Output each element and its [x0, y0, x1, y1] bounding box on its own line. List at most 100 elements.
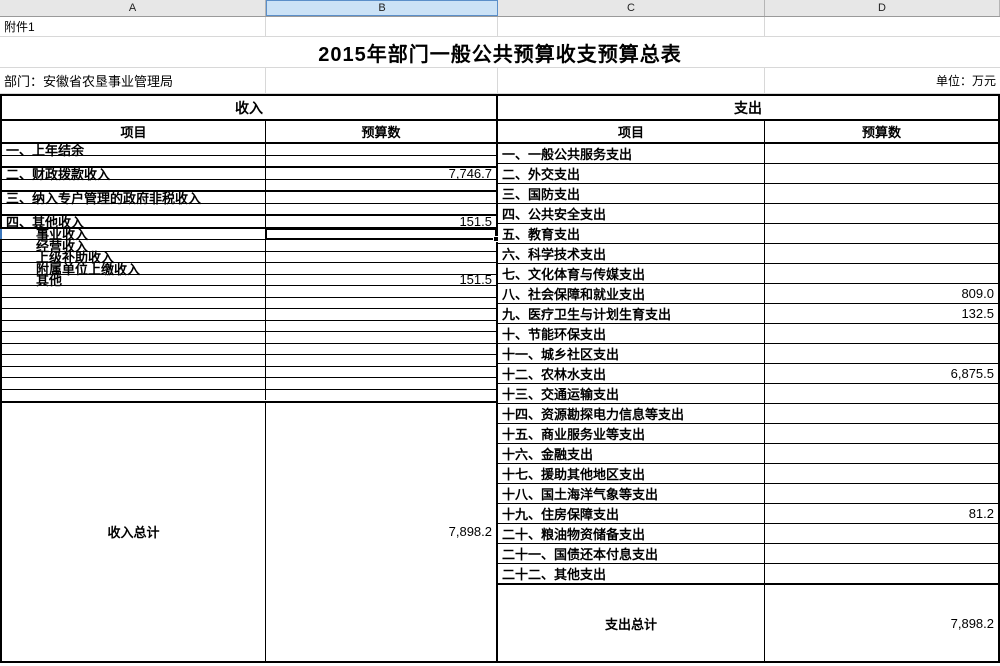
- fill-handle[interactable]: [493, 236, 499, 243]
- income-item-cell[interactable]: 四、其他收入: [2, 215, 266, 230]
- expenditure-value-cell[interactable]: [765, 184, 998, 203]
- income-item-cell[interactable]: 附属单位上缴收入: [2, 262, 266, 277]
- expenditure-item-cell[interactable]: 十六、金融支出: [498, 444, 765, 463]
- expenditure-item-cell[interactable]: 十一、城乡社区支出: [498, 344, 765, 363]
- expenditure-value-cell[interactable]: 6,875.5: [950, 366, 994, 381]
- income-item-cell[interactable]: [2, 389, 266, 401]
- income-value-cell[interactable]: [266, 355, 496, 366]
- income-value-cell[interactable]: [266, 298, 496, 309]
- expenditure-value-cell[interactable]: [765, 524, 998, 543]
- income-value-cell[interactable]: [266, 321, 496, 332]
- expenditure-total-label[interactable]: 支出总计: [498, 585, 765, 661]
- income-value-cell[interactable]: [266, 390, 496, 401]
- income-item-cell[interactable]: [2, 320, 266, 332]
- income-value-cell[interactable]: [266, 286, 496, 297]
- income-item-cell[interactable]: [2, 297, 266, 309]
- expenditure-value-cell[interactable]: [765, 324, 998, 343]
- expenditure-item-cell[interactable]: 九、医疗卫生与计划生育支出: [498, 304, 765, 323]
- expenditure-item-cell[interactable]: 十八、国土海洋气象等支出: [498, 484, 765, 503]
- expenditure-item-cell[interactable]: 十、节能环保支出: [498, 324, 765, 343]
- column-header-b[interactable]: B: [266, 0, 498, 16]
- expenditure-value-cell[interactable]: [765, 464, 998, 483]
- income-item-cell[interactable]: [2, 355, 266, 366]
- income-total-value[interactable]: 7,898.2: [448, 524, 492, 540]
- income-item-cell[interactable]: 二、财政拨款收入: [2, 167, 266, 182]
- expenditure-item-cell[interactable]: 五、教育支出: [498, 224, 765, 243]
- income-item-cell[interactable]: [2, 332, 266, 343]
- empty-cell[interactable]: [498, 17, 765, 36]
- income-item-cell[interactable]: 上级补助收入: [2, 250, 266, 265]
- income-value-cell[interactable]: [266, 144, 496, 155]
- income-value-cell[interactable]: [266, 344, 496, 355]
- expenditure-item-cell[interactable]: 四、公共安全支出: [498, 204, 765, 223]
- income-item-cell[interactable]: [2, 343, 266, 355]
- expenditure-value-cell[interactable]: [765, 424, 998, 443]
- income-value-cell[interactable]: [266, 204, 496, 215]
- expenditure-item-cell[interactable]: 七、文化体育与传媒支出: [498, 264, 765, 283]
- empty-cell[interactable]: [266, 68, 498, 93]
- expenditure-item-cell[interactable]: 十七、援助其他地区支出: [498, 464, 765, 483]
- expenditure-value-cell[interactable]: [765, 164, 998, 183]
- column-header-c[interactable]: C: [498, 0, 765, 16]
- expenditure-item-cell[interactable]: 六、科学技术支出: [498, 244, 765, 263]
- expenditure-total-value[interactable]: 7,898.2: [950, 615, 994, 631]
- expenditure-value-cell[interactable]: [765, 384, 998, 403]
- income-item-cell[interactable]: [2, 179, 266, 191]
- expenditure-item-column-header[interactable]: 项目: [498, 121, 765, 142]
- expenditure-value-cell[interactable]: 809.0: [961, 286, 994, 301]
- income-value-cell[interactable]: [266, 156, 496, 167]
- expenditure-value-cell[interactable]: [765, 404, 998, 423]
- expenditure-item-cell[interactable]: 十二、农林水支出: [498, 364, 765, 383]
- empty-cell[interactable]: [266, 17, 498, 36]
- expenditure-value-cell[interactable]: [765, 564, 998, 583]
- expenditure-item-cell[interactable]: 二、外交支出: [498, 164, 765, 183]
- income-item-cell[interactable]: [2, 366, 266, 378]
- expenditure-value-cell[interactable]: [765, 224, 998, 243]
- expenditure-item-cell[interactable]: 十三、交通运输支出: [498, 384, 765, 403]
- income-value-cell[interactable]: [266, 180, 496, 191]
- expenditure-item-cell[interactable]: 十五、商业服务业等支出: [498, 424, 765, 443]
- income-value-cell[interactable]: [266, 332, 496, 343]
- expenditure-item-cell[interactable]: 二十、粮油物资储备支出: [498, 524, 765, 543]
- income-budget-column-header[interactable]: 预算数: [361, 125, 401, 140]
- column-header-d[interactable]: D: [765, 0, 1000, 16]
- income-value-cell[interactable]: [266, 309, 496, 320]
- expenditure-value-cell[interactable]: [765, 484, 998, 503]
- expenditure-value-cell[interactable]: [765, 544, 998, 563]
- income-item-column-header[interactable]: 项目: [2, 121, 266, 142]
- income-item-cell[interactable]: [2, 309, 266, 320]
- page-title[interactable]: 2015年部门一般公共预算收支预算总表: [318, 43, 682, 66]
- expenditure-value-cell[interactable]: [765, 264, 998, 283]
- income-value-cell[interactable]: 151.5: [459, 272, 492, 288]
- income-value-cell[interactable]: [266, 252, 496, 263]
- expenditure-value-cell[interactable]: [765, 204, 998, 223]
- income-value-cell[interactable]: [266, 192, 496, 203]
- expenditure-item-cell[interactable]: 十九、住房保障支出: [498, 504, 765, 523]
- expenditure-item-cell[interactable]: 二十二、其他支出: [498, 564, 765, 583]
- selected-cell[interactable]: [265, 227, 499, 243]
- empty-cell[interactable]: [765, 17, 1000, 36]
- income-section-header[interactable]: 收入: [235, 99, 263, 116]
- income-item-cell[interactable]: 三、纳入专户管理的政府非税收入: [2, 191, 266, 206]
- income-item-cell[interactable]: [2, 155, 266, 167]
- income-total-label[interactable]: 收入总计: [2, 402, 266, 661]
- expenditure-value-cell[interactable]: [765, 444, 998, 463]
- empty-cell[interactable]: [498, 68, 765, 93]
- expenditure-value-cell[interactable]: 132.5: [961, 306, 994, 321]
- income-value-cell[interactable]: 151.5: [459, 213, 492, 229]
- expenditure-item-cell[interactable]: 三、国防支出: [498, 184, 765, 203]
- income-item-cell[interactable]: [2, 378, 266, 389]
- expenditure-item-cell[interactable]: 一、一般公共服务支出: [498, 144, 765, 163]
- expenditure-value-cell[interactable]: [765, 144, 998, 163]
- expenditure-item-cell[interactable]: 八、社会保障和就业支出: [498, 284, 765, 303]
- cell-attachment-note[interactable]: 附件1: [0, 17, 266, 36]
- cell-department[interactable]: 部门：安徽省农垦事业管理局: [0, 68, 266, 93]
- income-item-cell[interactable]: 事业收入: [0, 227, 266, 242]
- income-value-cell[interactable]: [266, 240, 496, 251]
- income-item-cell[interactable]: [2, 286, 266, 297]
- income-item-cell[interactable]: 一、上年结余: [2, 143, 266, 158]
- income-value-cell[interactable]: 7,746.7: [448, 165, 492, 181]
- income-item-cell[interactable]: 其他: [2, 273, 266, 288]
- expenditure-item-cell[interactable]: 十四、资源勘探电力信息等支出: [498, 404, 765, 423]
- income-item-cell[interactable]: [2, 203, 266, 215]
